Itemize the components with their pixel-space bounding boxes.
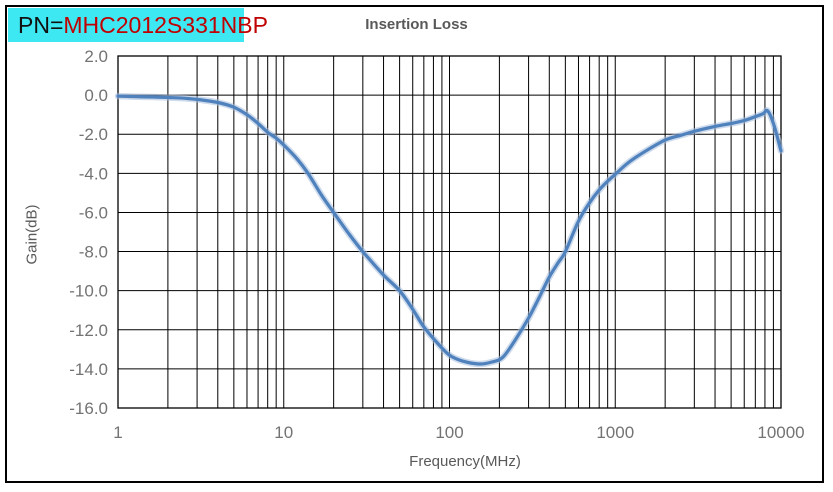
insertion-loss-curve bbox=[116, 94, 783, 366]
x-tick-label: 1 bbox=[113, 423, 122, 442]
x-tick-label: 1000 bbox=[596, 423, 634, 442]
chart-outer-border bbox=[5, 5, 824, 483]
x-axis-title: Frequency(MHz) bbox=[409, 453, 521, 470]
pn-value: MHC2012S331NBP bbox=[63, 11, 268, 38]
chart-title: Insertion Loss bbox=[365, 16, 468, 33]
y-axis-title: Gain(dB) bbox=[23, 204, 41, 265]
y-tick-label: -12.0 bbox=[69, 321, 108, 340]
y-tick-label: -4.0 bbox=[79, 164, 108, 183]
y-tick-label: -6.0 bbox=[79, 203, 108, 222]
y-tick-label: -14.0 bbox=[69, 360, 108, 379]
pn-prefix: PN= bbox=[18, 11, 64, 38]
y-tick-label: 0.0 bbox=[84, 86, 108, 105]
x-tick-label: 10 bbox=[274, 423, 293, 442]
y-tick-label: -10.0 bbox=[69, 282, 108, 301]
y-tick-label: 2.0 bbox=[84, 47, 108, 66]
part-number-label: PN= MHC2012S331NBP bbox=[8, 8, 268, 42]
x-tick-label: 10000 bbox=[757, 423, 804, 442]
plot-border bbox=[117, 55, 782, 409]
x-tick-label: 100 bbox=[435, 423, 463, 442]
y-tick-label: -16.0 bbox=[69, 399, 108, 418]
y-tick-label: -8.0 bbox=[79, 243, 108, 262]
y-tick-label: -2.0 bbox=[79, 125, 108, 144]
